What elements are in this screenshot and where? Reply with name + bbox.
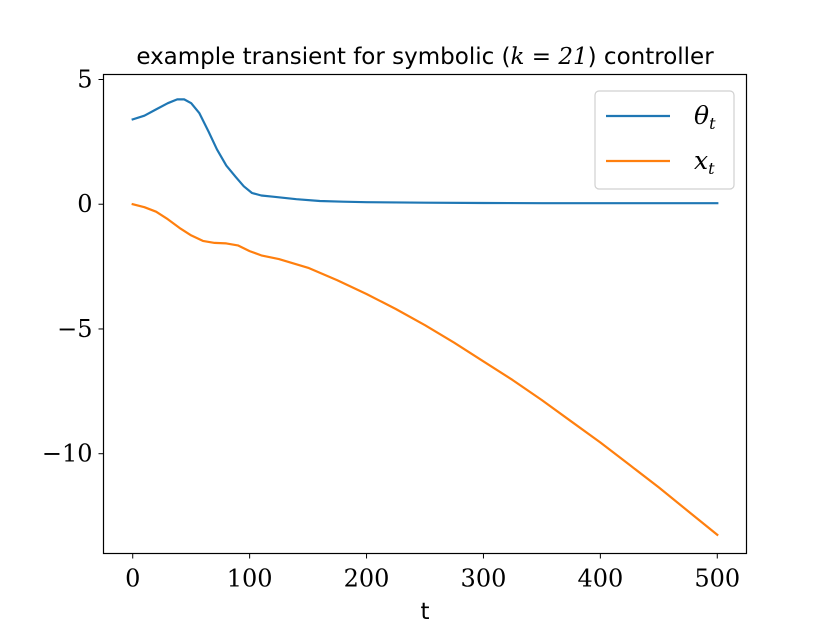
chart-title-prefix: example transient for symbolic ( <box>136 44 510 70</box>
y-axis-ticks: 5 0 −5 −10 <box>42 65 104 468</box>
x-axis-label: t <box>420 599 429 623</box>
x-tick-label: 400 <box>577 565 623 593</box>
series-line-1 <box>131 202 719 537</box>
legend-label-0: θt <box>694 101 716 133</box>
y-tick-label: 5 <box>77 65 92 93</box>
chart-title: example transient for symbolic (k = 21) … <box>136 44 714 70</box>
x-tick-label: 0 <box>125 565 140 593</box>
x-tick-label: 500 <box>694 565 740 593</box>
x-axis-ticks: 0 100 200 300 400 500 <box>125 553 740 593</box>
x-tick-label: 100 <box>227 565 273 593</box>
chart-title-math: k = 21 <box>511 44 588 70</box>
x-tick-label: 300 <box>461 565 507 593</box>
legend: θt xt <box>594 90 735 190</box>
x-tick-label: 200 <box>344 565 390 593</box>
plot-lines <box>131 98 719 537</box>
y-tick-label: −10 <box>42 440 93 468</box>
y-tick-label: 0 <box>77 190 92 218</box>
legend-label-1: xt <box>694 146 715 178</box>
series-line-0 <box>131 98 719 205</box>
y-tick-label: −5 <box>57 315 92 343</box>
axes-frame <box>102 73 748 555</box>
chart-title-suffix: ) controller <box>588 44 715 70</box>
